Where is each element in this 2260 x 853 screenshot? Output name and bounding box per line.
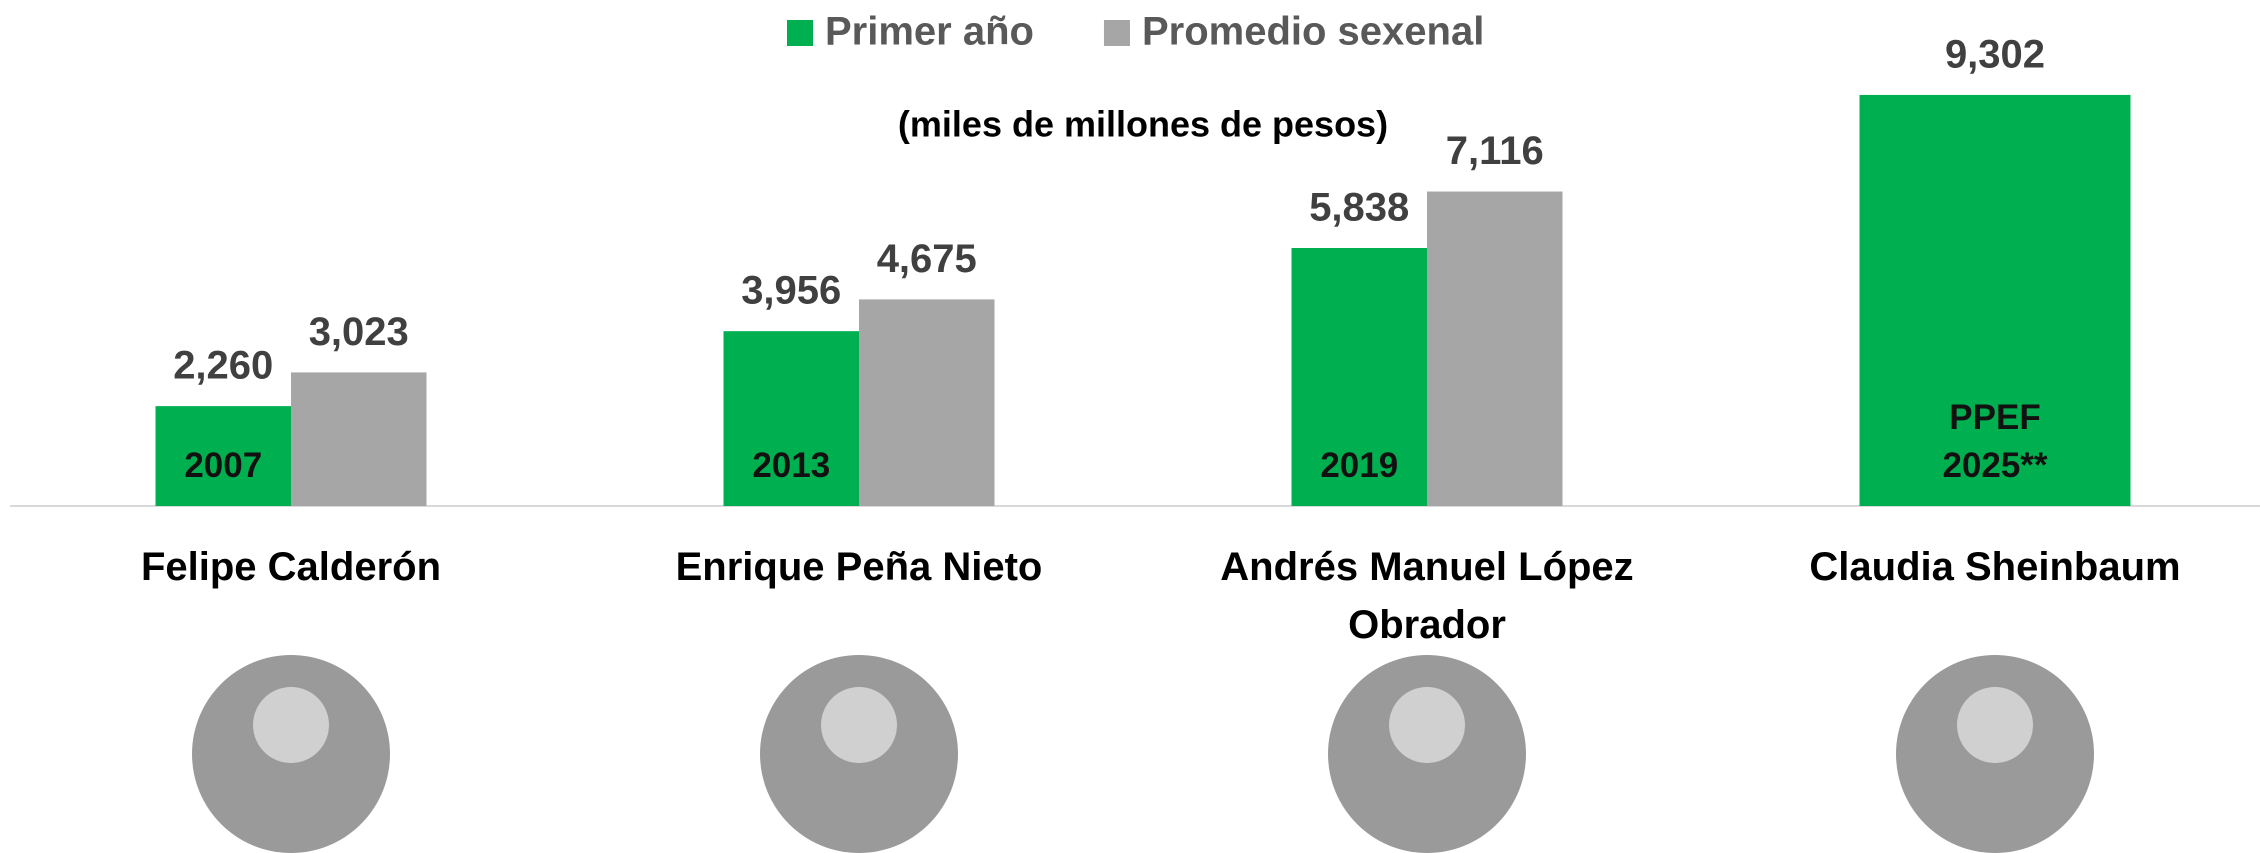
value-label: 5,838 — [1309, 186, 1409, 230]
value-label: 9,302 — [1945, 32, 2045, 76]
legend-swatch — [787, 20, 813, 46]
bar-label: PPEF 2025** — [1942, 398, 2048, 485]
bar — [1291, 248, 1427, 506]
bar — [291, 372, 427, 506]
category-label: Claudia Sheinbaum — [1809, 545, 2181, 589]
photo-face — [253, 687, 329, 763]
category-label: Enrique Peña Nieto — [675, 545, 1043, 589]
photo-face — [1957, 687, 2033, 763]
value-label: 7,116 — [1446, 129, 1544, 173]
legend-label: Promedio sexenal — [1142, 10, 1484, 54]
value-label: 3,956 — [741, 269, 841, 313]
photo-face — [1389, 687, 1465, 763]
photo-face — [821, 687, 897, 763]
bar-label: 2013 — [752, 446, 831, 485]
bar — [859, 299, 995, 506]
bar — [155, 406, 291, 506]
legend-label: Primer año — [825, 10, 1034, 54]
value-label: 3,023 — [309, 310, 409, 354]
bar — [1859, 94, 2131, 506]
category-label: Felipe Calderón — [140, 545, 442, 589]
bar-label: 2007 — [184, 446, 263, 485]
bar — [723, 331, 859, 506]
category-label: Andrés Manuel López Obrador — [1220, 545, 1634, 647]
value-label: 2,260 — [173, 344, 273, 388]
bar — [1427, 191, 1563, 506]
subtitle: (miles de millones de pesos) — [898, 104, 1388, 145]
value-label: 4,675 — [877, 237, 977, 281]
legend-swatch — [1103, 20, 1130, 46]
bar-label: 2019 — [1320, 446, 1399, 485]
